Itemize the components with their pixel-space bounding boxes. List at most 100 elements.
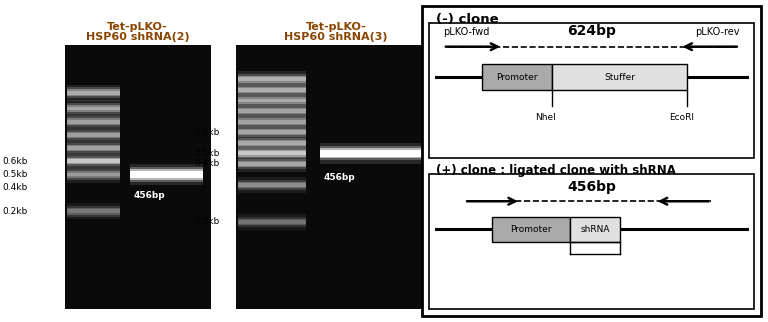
Text: 456bp: 456bp <box>567 180 616 194</box>
Bar <box>68 158 120 165</box>
Bar <box>68 90 120 96</box>
Text: 0.2kb: 0.2kb <box>2 207 28 216</box>
Bar <box>319 143 427 164</box>
Text: (+) clone : ligated clone with shRNA: (+) clone : ligated clone with shRNA <box>436 164 676 177</box>
Text: 456bp: 456bp <box>324 173 356 182</box>
Bar <box>238 182 306 188</box>
Bar <box>131 164 204 185</box>
Bar <box>68 208 120 215</box>
Bar <box>68 146 120 150</box>
Bar <box>238 99 306 102</box>
Text: 0.6kb: 0.6kb <box>2 157 28 166</box>
Text: shRNA: shRNA <box>580 225 610 234</box>
Bar <box>238 120 306 124</box>
Text: EcoRI: EcoRI <box>669 113 694 122</box>
Bar <box>319 150 427 156</box>
Bar <box>238 159 306 169</box>
Bar <box>68 159 120 163</box>
Bar <box>131 171 204 178</box>
Text: HSP60 shRNA(2): HSP60 shRNA(2) <box>86 32 190 42</box>
Bar <box>131 169 204 180</box>
Bar <box>238 76 306 83</box>
Text: 0.4kb: 0.4kb <box>194 159 220 168</box>
Text: Stuffer: Stuffer <box>604 73 635 82</box>
Bar <box>68 85 120 101</box>
Bar <box>238 74 306 85</box>
Bar <box>68 114 120 130</box>
Bar <box>238 139 306 146</box>
Bar <box>238 151 306 155</box>
Bar <box>238 220 306 224</box>
Bar <box>238 156 306 172</box>
Bar <box>238 124 306 140</box>
Bar <box>238 118 306 125</box>
Bar <box>319 146 427 160</box>
Bar <box>68 156 120 166</box>
Bar <box>68 105 120 112</box>
Bar <box>238 150 306 156</box>
Bar <box>429 174 754 309</box>
Bar <box>238 117 306 127</box>
Bar <box>238 137 306 148</box>
Bar <box>238 183 306 187</box>
Bar <box>238 217 306 227</box>
Text: pLKO-rev: pLKO-rev <box>695 27 740 37</box>
Bar <box>570 217 620 242</box>
Bar <box>68 133 120 137</box>
Bar <box>238 177 306 193</box>
Bar <box>238 78 306 81</box>
Bar <box>238 180 306 190</box>
Bar <box>238 130 306 134</box>
Bar <box>429 23 754 158</box>
Bar <box>238 71 306 88</box>
Bar <box>68 153 120 169</box>
Bar <box>238 97 306 104</box>
Text: 0.5kb: 0.5kb <box>2 170 28 179</box>
Bar <box>68 100 120 117</box>
Bar <box>68 88 120 98</box>
Bar <box>238 108 306 114</box>
Bar <box>238 219 306 225</box>
Bar <box>319 148 427 158</box>
Bar <box>68 169 120 180</box>
Bar <box>68 171 120 178</box>
Bar <box>238 145 306 161</box>
Text: Tet-pLKO-: Tet-pLKO- <box>306 22 366 32</box>
Text: 624bp: 624bp <box>567 24 616 38</box>
Bar <box>68 107 120 110</box>
Bar <box>238 95 306 106</box>
Bar <box>238 85 306 95</box>
Bar <box>238 135 306 151</box>
Bar <box>238 161 306 167</box>
Bar <box>238 82 306 98</box>
Bar <box>238 114 306 130</box>
Text: pLKO-fwd: pLKO-fwd <box>443 27 489 37</box>
Bar <box>65 45 210 309</box>
Text: 456bp: 456bp <box>133 191 165 200</box>
Bar <box>68 143 120 153</box>
Bar <box>238 127 306 137</box>
Bar <box>238 148 306 158</box>
Bar <box>68 132 120 138</box>
Bar <box>238 88 306 92</box>
Bar <box>68 173 120 176</box>
Bar <box>238 214 306 230</box>
Bar <box>68 206 120 217</box>
Text: HSP60 shRNA(3): HSP60 shRNA(3) <box>284 32 388 42</box>
Bar <box>68 117 120 127</box>
Bar <box>68 120 120 124</box>
Bar <box>68 204 120 220</box>
Bar <box>482 64 552 90</box>
Text: 0.6kb: 0.6kb <box>194 128 220 137</box>
Bar <box>68 140 120 156</box>
Bar <box>238 87 306 93</box>
Bar <box>68 118 120 125</box>
Bar <box>68 103 120 114</box>
Bar <box>68 210 120 213</box>
Text: 0.2kb: 0.2kb <box>194 217 220 226</box>
Text: Promoter: Promoter <box>511 225 552 234</box>
Bar <box>552 64 687 90</box>
Bar <box>68 130 120 140</box>
Bar <box>238 92 306 109</box>
Bar <box>238 141 306 145</box>
